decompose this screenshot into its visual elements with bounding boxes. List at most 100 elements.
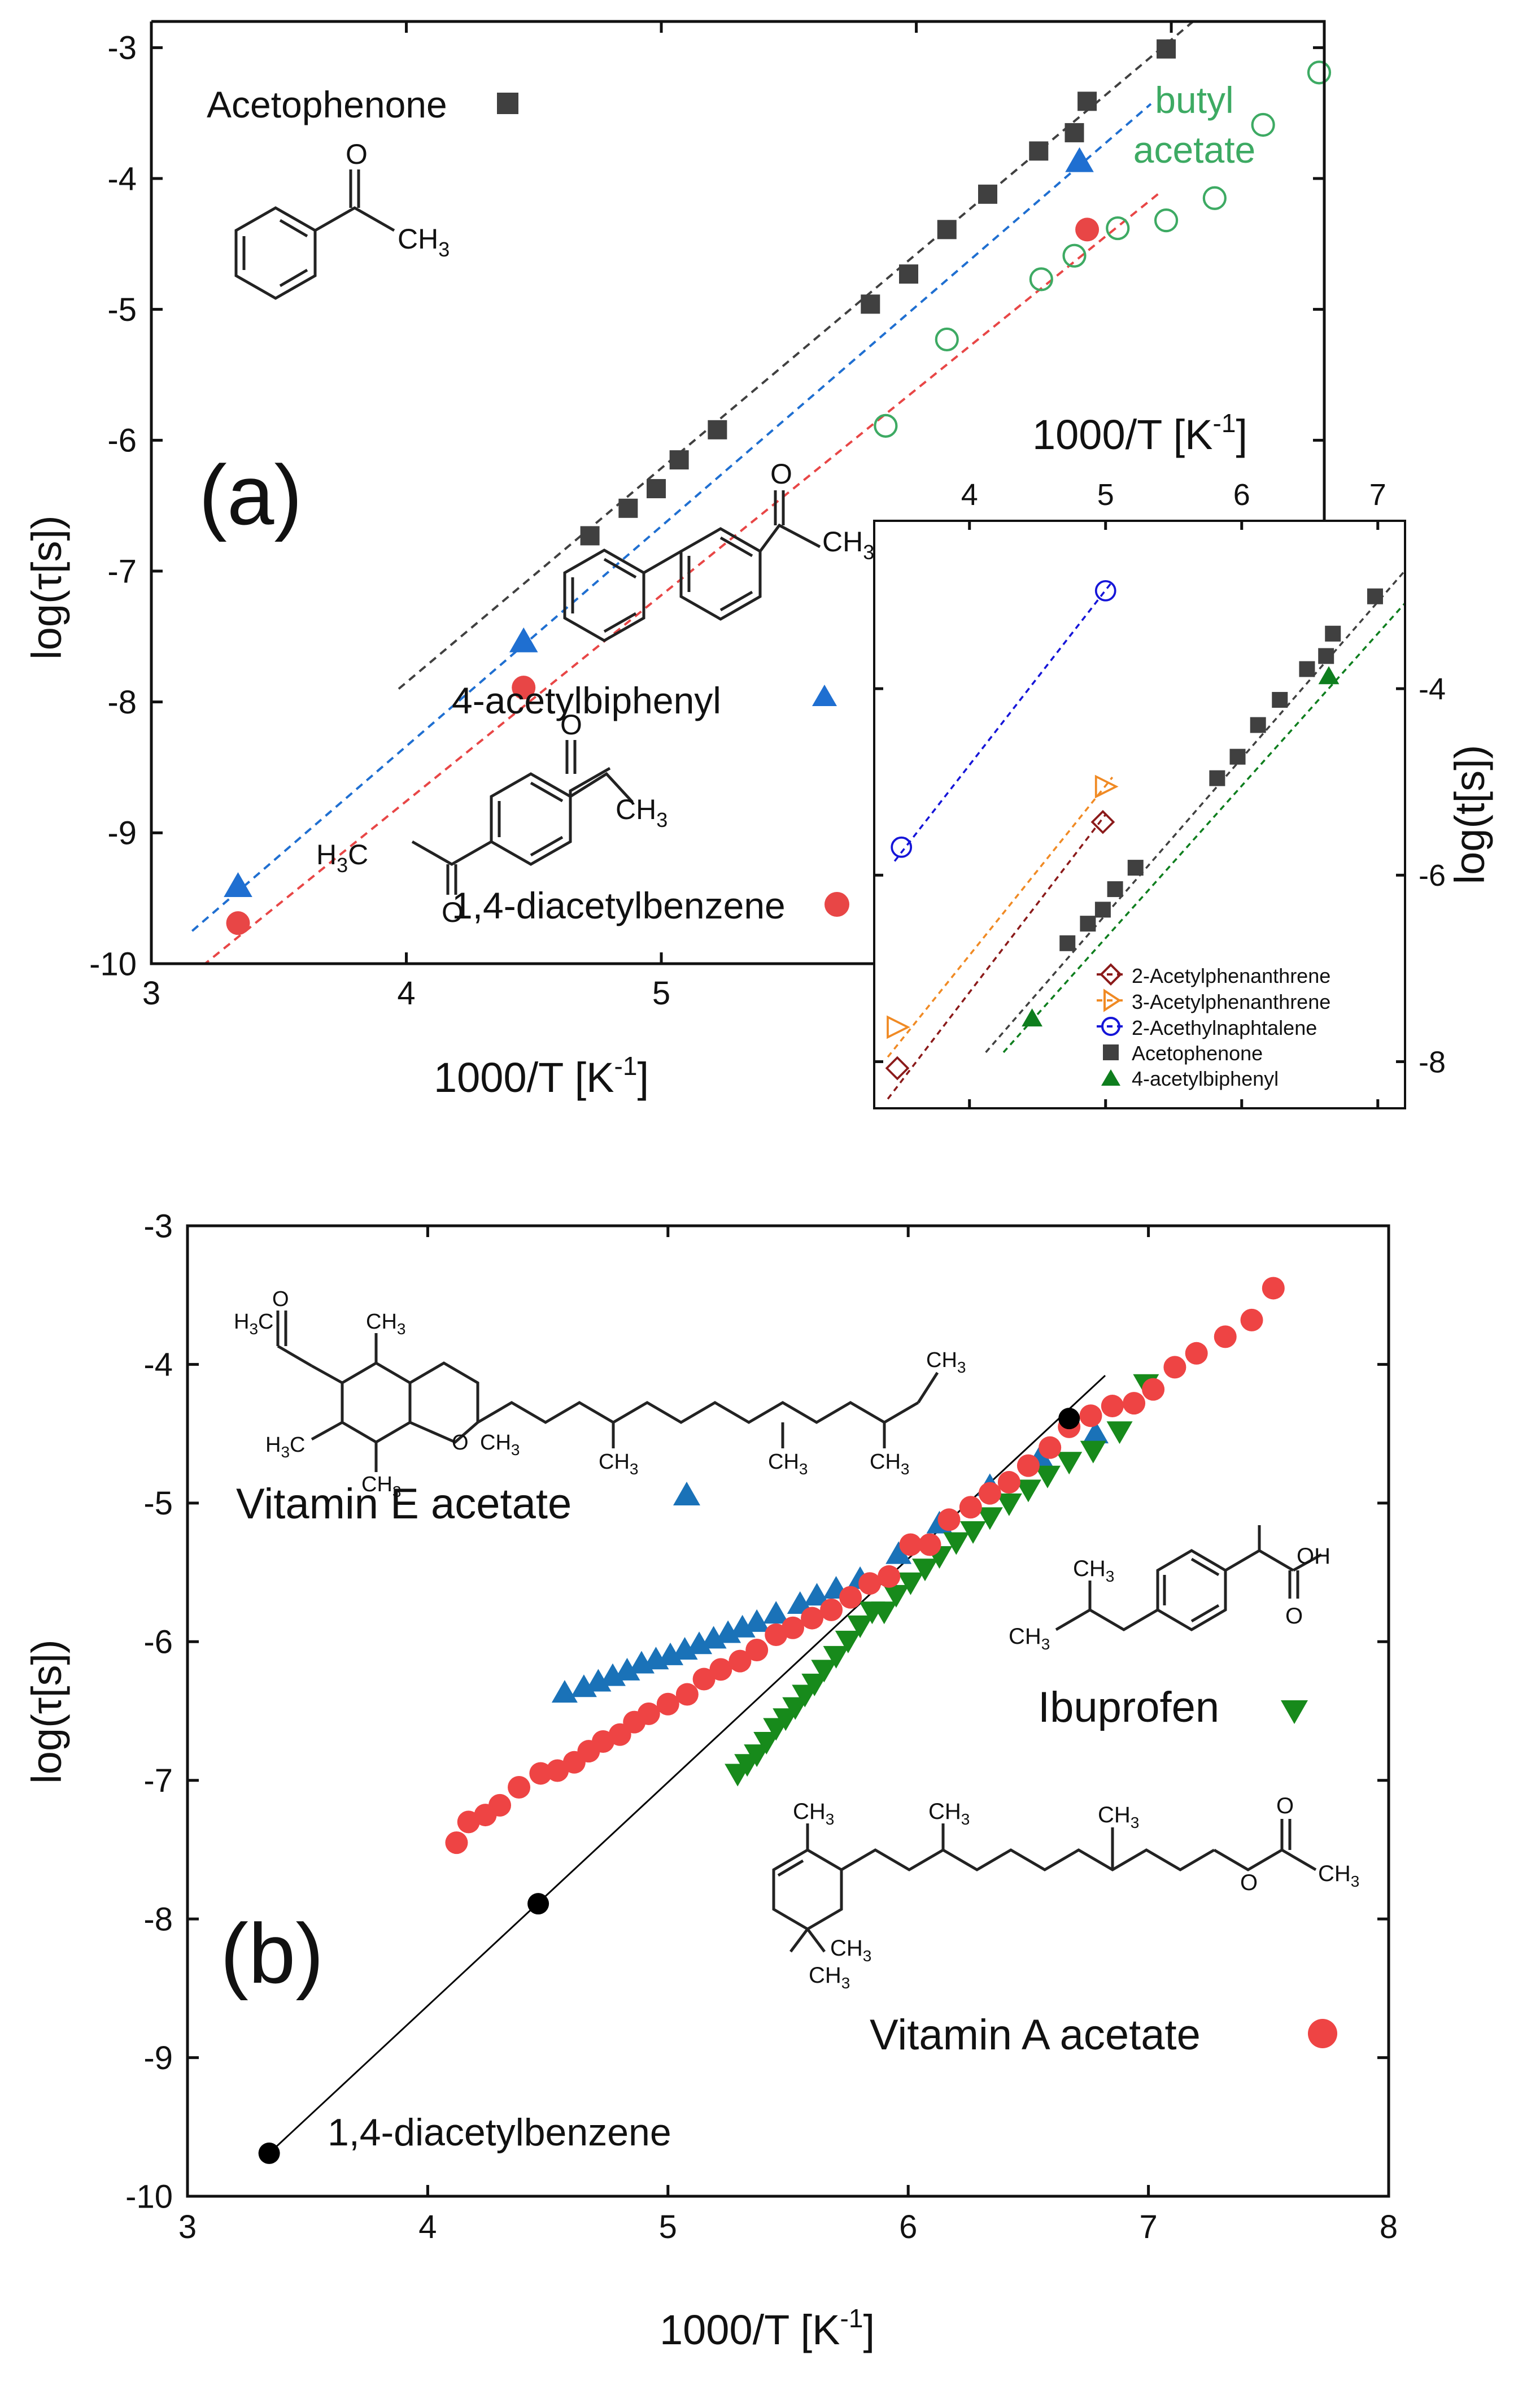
fit-line (887, 776, 1114, 1058)
fit-line (985, 569, 1405, 1053)
data-point (445, 1831, 468, 1854)
data-point (1251, 112, 1275, 137)
vitamin-e-methyl-ring: CH3 (480, 1431, 520, 1459)
y-tick-label: -10 (125, 2178, 173, 2215)
data-point (1229, 748, 1246, 765)
data-point (861, 294, 880, 314)
y-tick-label: -3 (107, 30, 137, 67)
diacetylbenzene-methyl-right: CH3 (616, 794, 668, 832)
data-point (1065, 147, 1094, 172)
panel-b-label: (b) (220, 1906, 324, 2001)
y-tick-label: -6 (143, 1624, 173, 1661)
inset-legend: 2-Acetylphenanthrene 3-Acetylphenanthren… (1097, 963, 1330, 1090)
data-point (763, 1601, 789, 1624)
data-point (935, 327, 959, 352)
data-point (1015, 1479, 1041, 1503)
data-point (897, 1572, 924, 1595)
data-point (226, 911, 250, 935)
x-tick-label: 4 (397, 975, 415, 1012)
data-point (669, 450, 689, 470)
data-point (1123, 1392, 1146, 1415)
data-point (728, 1649, 752, 1673)
y-tick-label: -7 (143, 1762, 173, 1799)
x-tick-label: 6 (1233, 478, 1250, 512)
data-point (899, 1533, 922, 1556)
data-point (801, 1607, 824, 1630)
data-point (887, 1015, 910, 1039)
data-point (937, 1508, 961, 1531)
ibuprofen-structure-icon: OH O CH3 CH3 (1009, 1525, 1330, 1653)
data-point (1083, 1421, 1109, 1444)
acetophenone-legend-marker (497, 93, 518, 114)
panel-a-inset: 4 5 6 7 -8 -6 -4 1000/T [K-1] log(t[s]) 2-Acet… (873, 408, 1493, 1109)
x-tick-label: 3 (142, 975, 160, 1012)
data-point (1017, 1454, 1040, 1477)
vitamin-e-methyl-chain-end: CH3 (926, 1348, 966, 1376)
y-tick-label: -7 (107, 553, 137, 590)
data-point (1106, 1421, 1133, 1444)
data-point (804, 1583, 830, 1606)
data-point (1080, 1440, 1106, 1464)
data-point (1075, 217, 1100, 242)
y-tick-label: -4 (143, 1347, 173, 1383)
acetophenone-structure-icon: O CH3 (234, 138, 450, 300)
data-point (883, 1584, 909, 1608)
diacetylbenzene-legend-marker (824, 892, 849, 917)
vitamin-a-methyl-gem-2: CH3 (809, 1963, 850, 1992)
panel-b-ticks: 3 4 5 6 7 8 -10 -9 -8 -7 -6 -5 -4 -3 (125, 1208, 1398, 2245)
data-point (512, 676, 536, 700)
x-tick-label: 7 (1369, 478, 1386, 512)
y-tick-label: -10 (89, 946, 137, 982)
data-point (878, 1565, 901, 1588)
data-point (891, 836, 913, 858)
y-tick-label: -6 (1419, 859, 1446, 893)
y-tick-label: -9 (143, 2040, 173, 2076)
data-point (918, 1533, 941, 1556)
vitamin-a-label: Vitamin A acetate (870, 2011, 1201, 2059)
vitamin-a-methyl-ring-top: CH3 (793, 1799, 834, 1828)
data-point (692, 1668, 716, 1691)
diacetylbenzene-methyl-left: H3C (316, 839, 368, 877)
data-point (1090, 809, 1115, 834)
diacetylbenzene-oxygen-top: O (560, 709, 582, 741)
y-tick-label: -9 (107, 815, 137, 852)
data-point (996, 1493, 1022, 1516)
x-tick-label: 7 (1139, 2209, 1157, 2245)
data-point (1094, 774, 1119, 799)
ibuprofen-legend-marker (1281, 1700, 1308, 1724)
data-point (744, 1744, 770, 1768)
data-point (835, 1630, 861, 1653)
panel-b: 3 4 5 6 7 8 -10 -9 -8 -7 -6 -5 -4 -3 (b) 1000/T [K-1]… (23, 1208, 1398, 2353)
data-point (1318, 648, 1334, 664)
vitamin-a-methyl-acetyl: CH3 (1318, 1861, 1359, 1890)
data-point (708, 420, 727, 439)
data-point (1163, 1356, 1186, 1379)
data-point (1029, 267, 1053, 291)
legend-2-acetylphenanthrene: 2-Acetylphenanthrene (1132, 964, 1330, 987)
data-point (937, 220, 957, 240)
fit-line (887, 813, 1107, 1100)
panel-b-data-marks (258, 1277, 1285, 2164)
data-point (823, 1645, 849, 1669)
fit-line (203, 190, 1162, 964)
panel-b-ylabel: log(τ[s]) (23, 1639, 70, 1783)
diacetylbenzene-structure-icon: O CH3 O H3C (316, 709, 668, 928)
data-point (709, 1658, 732, 1681)
data-point (1039, 1436, 1062, 1459)
data-point (874, 413, 898, 438)
data-point (811, 1660, 837, 1683)
data-point (1059, 935, 1076, 951)
ibuprofen-oxygen: O (1285, 1604, 1303, 1629)
data-point (224, 872, 252, 898)
panel-b-xlabel: 1000/T [K-1] (660, 2304, 875, 2353)
data-point (1107, 881, 1123, 898)
data-point (1209, 770, 1225, 786)
acetophenone-methyl: CH3 (398, 223, 450, 261)
data-point (551, 1680, 578, 1703)
data-point (1029, 141, 1049, 161)
data-point (1202, 186, 1227, 210)
vitamin-e-methyl-top: CH3 (366, 1310, 405, 1338)
data-point (546, 1759, 569, 1782)
